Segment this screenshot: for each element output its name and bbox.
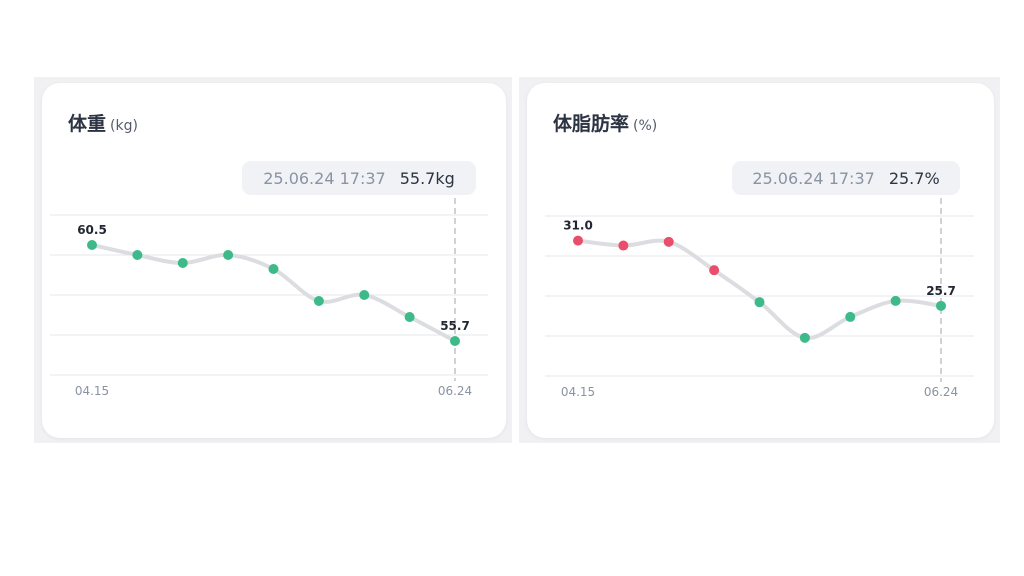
weight-unit: (kg) [110,118,138,134]
body-fat-series-line [576,238,943,340]
weight-card-title: 体重 (kg) [68,109,138,136]
body-fat-x-tick-label: 04.15 [561,385,595,399]
body-fat-chart[interactable]: 31.0 25.7 04.15 06.24 [527,83,996,438]
body-fat-data-label: 25.7 [926,284,956,298]
weight-panel: 体重 (kg) 25.06.24 17:37 55.7kg 60.5 55.7 04.… [34,77,512,443]
weight-data-point[interactable] [268,264,279,274]
weight-data-point[interactable] [223,250,234,260]
body-fat-data-point[interactable] [754,297,765,308]
body-fat-card: 体脂肪率 (%) 25.06.24 17:37 25.7% 31.0 25.7 04.… [527,83,994,438]
weight-data-point[interactable] [450,336,460,346]
weight-data-point[interactable] [87,240,97,250]
weight-data-point[interactable] [177,258,188,268]
body-fat-panel: 体脂肪率 (%) 25.06.24 17:37 25.7% 31.0 25.7 04.… [519,77,1000,443]
body-fat-data-point[interactable] [845,311,856,322]
weight-x-tick-label: 06.24 [438,384,472,398]
weight-title: 体重 [68,113,107,135]
weight-data-label: 55.7 [440,319,470,333]
weight-data-label: 60.5 [77,223,107,237]
body-fat-data-point[interactable] [799,332,810,343]
body-fat-tooltip-value: 25.7% [888,168,940,188]
weight-series-line [90,243,457,343]
weight-tooltip: 25.06.24 17:37 55.7kg [242,161,476,195]
body-fat-data-point[interactable] [936,300,946,311]
weight-card: 体重 (kg) 25.06.24 17:37 55.7kg 60.5 55.7 04.… [42,83,506,438]
body-fat-data-point[interactable] [890,295,901,306]
weight-data-point[interactable] [313,296,324,306]
weight-x-tick-label: 04.15 [75,384,109,398]
body-fat-x-tick-label: 06.24 [924,385,958,399]
weight-tooltip-value: 55.7kg [399,168,455,188]
weight-tooltip-date: 25.06.24 17:37 [263,168,386,188]
body-fat-tooltip-date: 25.06.24 17:37 [752,168,875,188]
body-fat-unit: (%) [633,118,658,134]
weight-data-point[interactable] [404,312,415,322]
body-fat-data-label: 31.0 [563,219,593,233]
body-fat-tooltip: 25.06.24 17:37 25.7% [732,161,960,195]
weight-chart[interactable]: 60.5 55.7 04.15 06.24 [42,83,506,438]
body-fat-card-title: 体脂肪率 (%) [553,109,657,136]
weight-data-point[interactable] [132,250,143,260]
body-fat-data-point[interactable] [573,235,583,246]
body-fat-data-point[interactable] [709,265,720,276]
body-fat-data-point[interactable] [618,240,629,251]
body-fat-title: 体脂肪率 [553,113,630,135]
weight-data-point[interactable] [359,290,370,300]
body-fat-data-point[interactable] [663,236,674,247]
